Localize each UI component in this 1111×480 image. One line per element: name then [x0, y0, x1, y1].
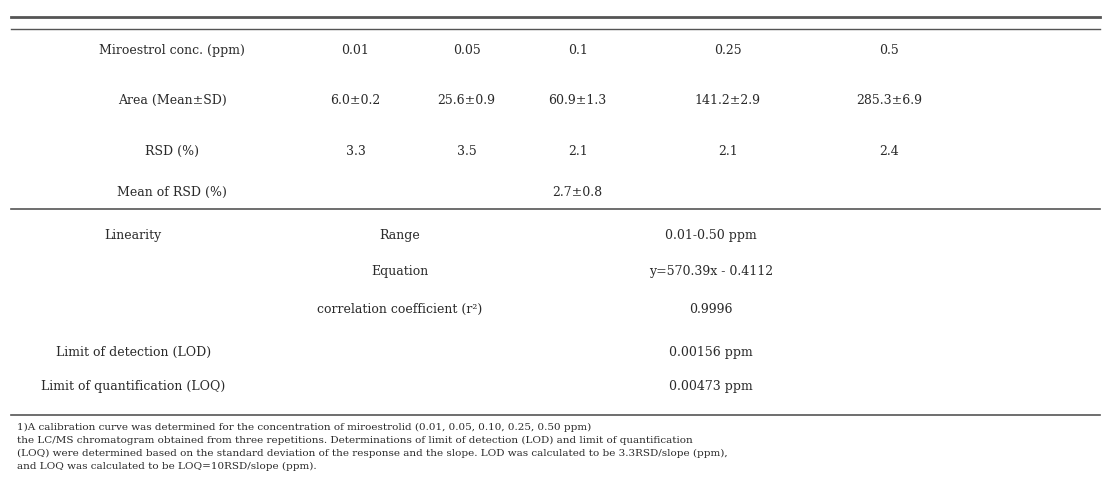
Text: the LC/MS chromatogram obtained from three repetitions. Determinations of limit : the LC/MS chromatogram obtained from thr… — [17, 435, 692, 445]
Text: Equation: Equation — [371, 264, 429, 278]
Text: 0.01-0.50 ppm: 0.01-0.50 ppm — [665, 228, 757, 242]
Text: Area (Mean±SD): Area (Mean±SD) — [118, 94, 227, 108]
Text: Mean of RSD (%): Mean of RSD (%) — [118, 185, 227, 199]
Text: 2.1: 2.1 — [718, 144, 738, 158]
Text: Limit of detection (LOD): Limit of detection (LOD) — [56, 346, 211, 360]
Text: 25.6±0.9: 25.6±0.9 — [438, 94, 496, 108]
Text: 0.5: 0.5 — [879, 44, 899, 57]
Text: 0.00156 ppm: 0.00156 ppm — [669, 346, 753, 360]
Text: Range: Range — [380, 228, 420, 242]
Text: Miroestrol conc. (ppm): Miroestrol conc. (ppm) — [99, 44, 246, 57]
Text: and LOQ was calculated to be LOQ=10RSD/slope (ppm).: and LOQ was calculated to be LOQ=10RSD/s… — [17, 461, 317, 471]
Text: Linearity: Linearity — [104, 228, 162, 242]
Text: 0.25: 0.25 — [714, 44, 741, 57]
Text: 0.00473 ppm: 0.00473 ppm — [669, 380, 753, 393]
Text: 60.9±1.3: 60.9±1.3 — [549, 94, 607, 108]
Text: 6.0±0.2: 6.0±0.2 — [330, 94, 381, 108]
Text: 2.4: 2.4 — [879, 144, 899, 158]
Text: 141.2±2.9: 141.2±2.9 — [694, 94, 761, 108]
Text: Limit of quantification (LOQ): Limit of quantification (LOQ) — [41, 380, 226, 393]
Text: 285.3±6.9: 285.3±6.9 — [855, 94, 922, 108]
Text: 2.1: 2.1 — [568, 144, 588, 158]
Text: 0.1: 0.1 — [568, 44, 588, 57]
Text: 0.9996: 0.9996 — [689, 303, 733, 316]
Text: 1)A calibration curve was determined for the concentration of miroestrolid (0.01: 1)A calibration curve was determined for… — [17, 422, 594, 432]
Text: 0.05: 0.05 — [453, 44, 480, 57]
Text: correlation coefficient (r²): correlation coefficient (r²) — [318, 303, 482, 316]
Text: 2.7±0.8: 2.7±0.8 — [552, 185, 603, 199]
Text: 3.3: 3.3 — [346, 144, 366, 158]
Text: RSD (%): RSD (%) — [146, 144, 199, 158]
Text: y=570.39x - 0.4112: y=570.39x - 0.4112 — [649, 264, 773, 278]
Text: 0.01: 0.01 — [341, 44, 370, 57]
Text: (LOQ) were determined based on the standard deviation of the response and the sl: (LOQ) were determined based on the stand… — [17, 448, 728, 458]
Text: 3.5: 3.5 — [457, 144, 477, 158]
